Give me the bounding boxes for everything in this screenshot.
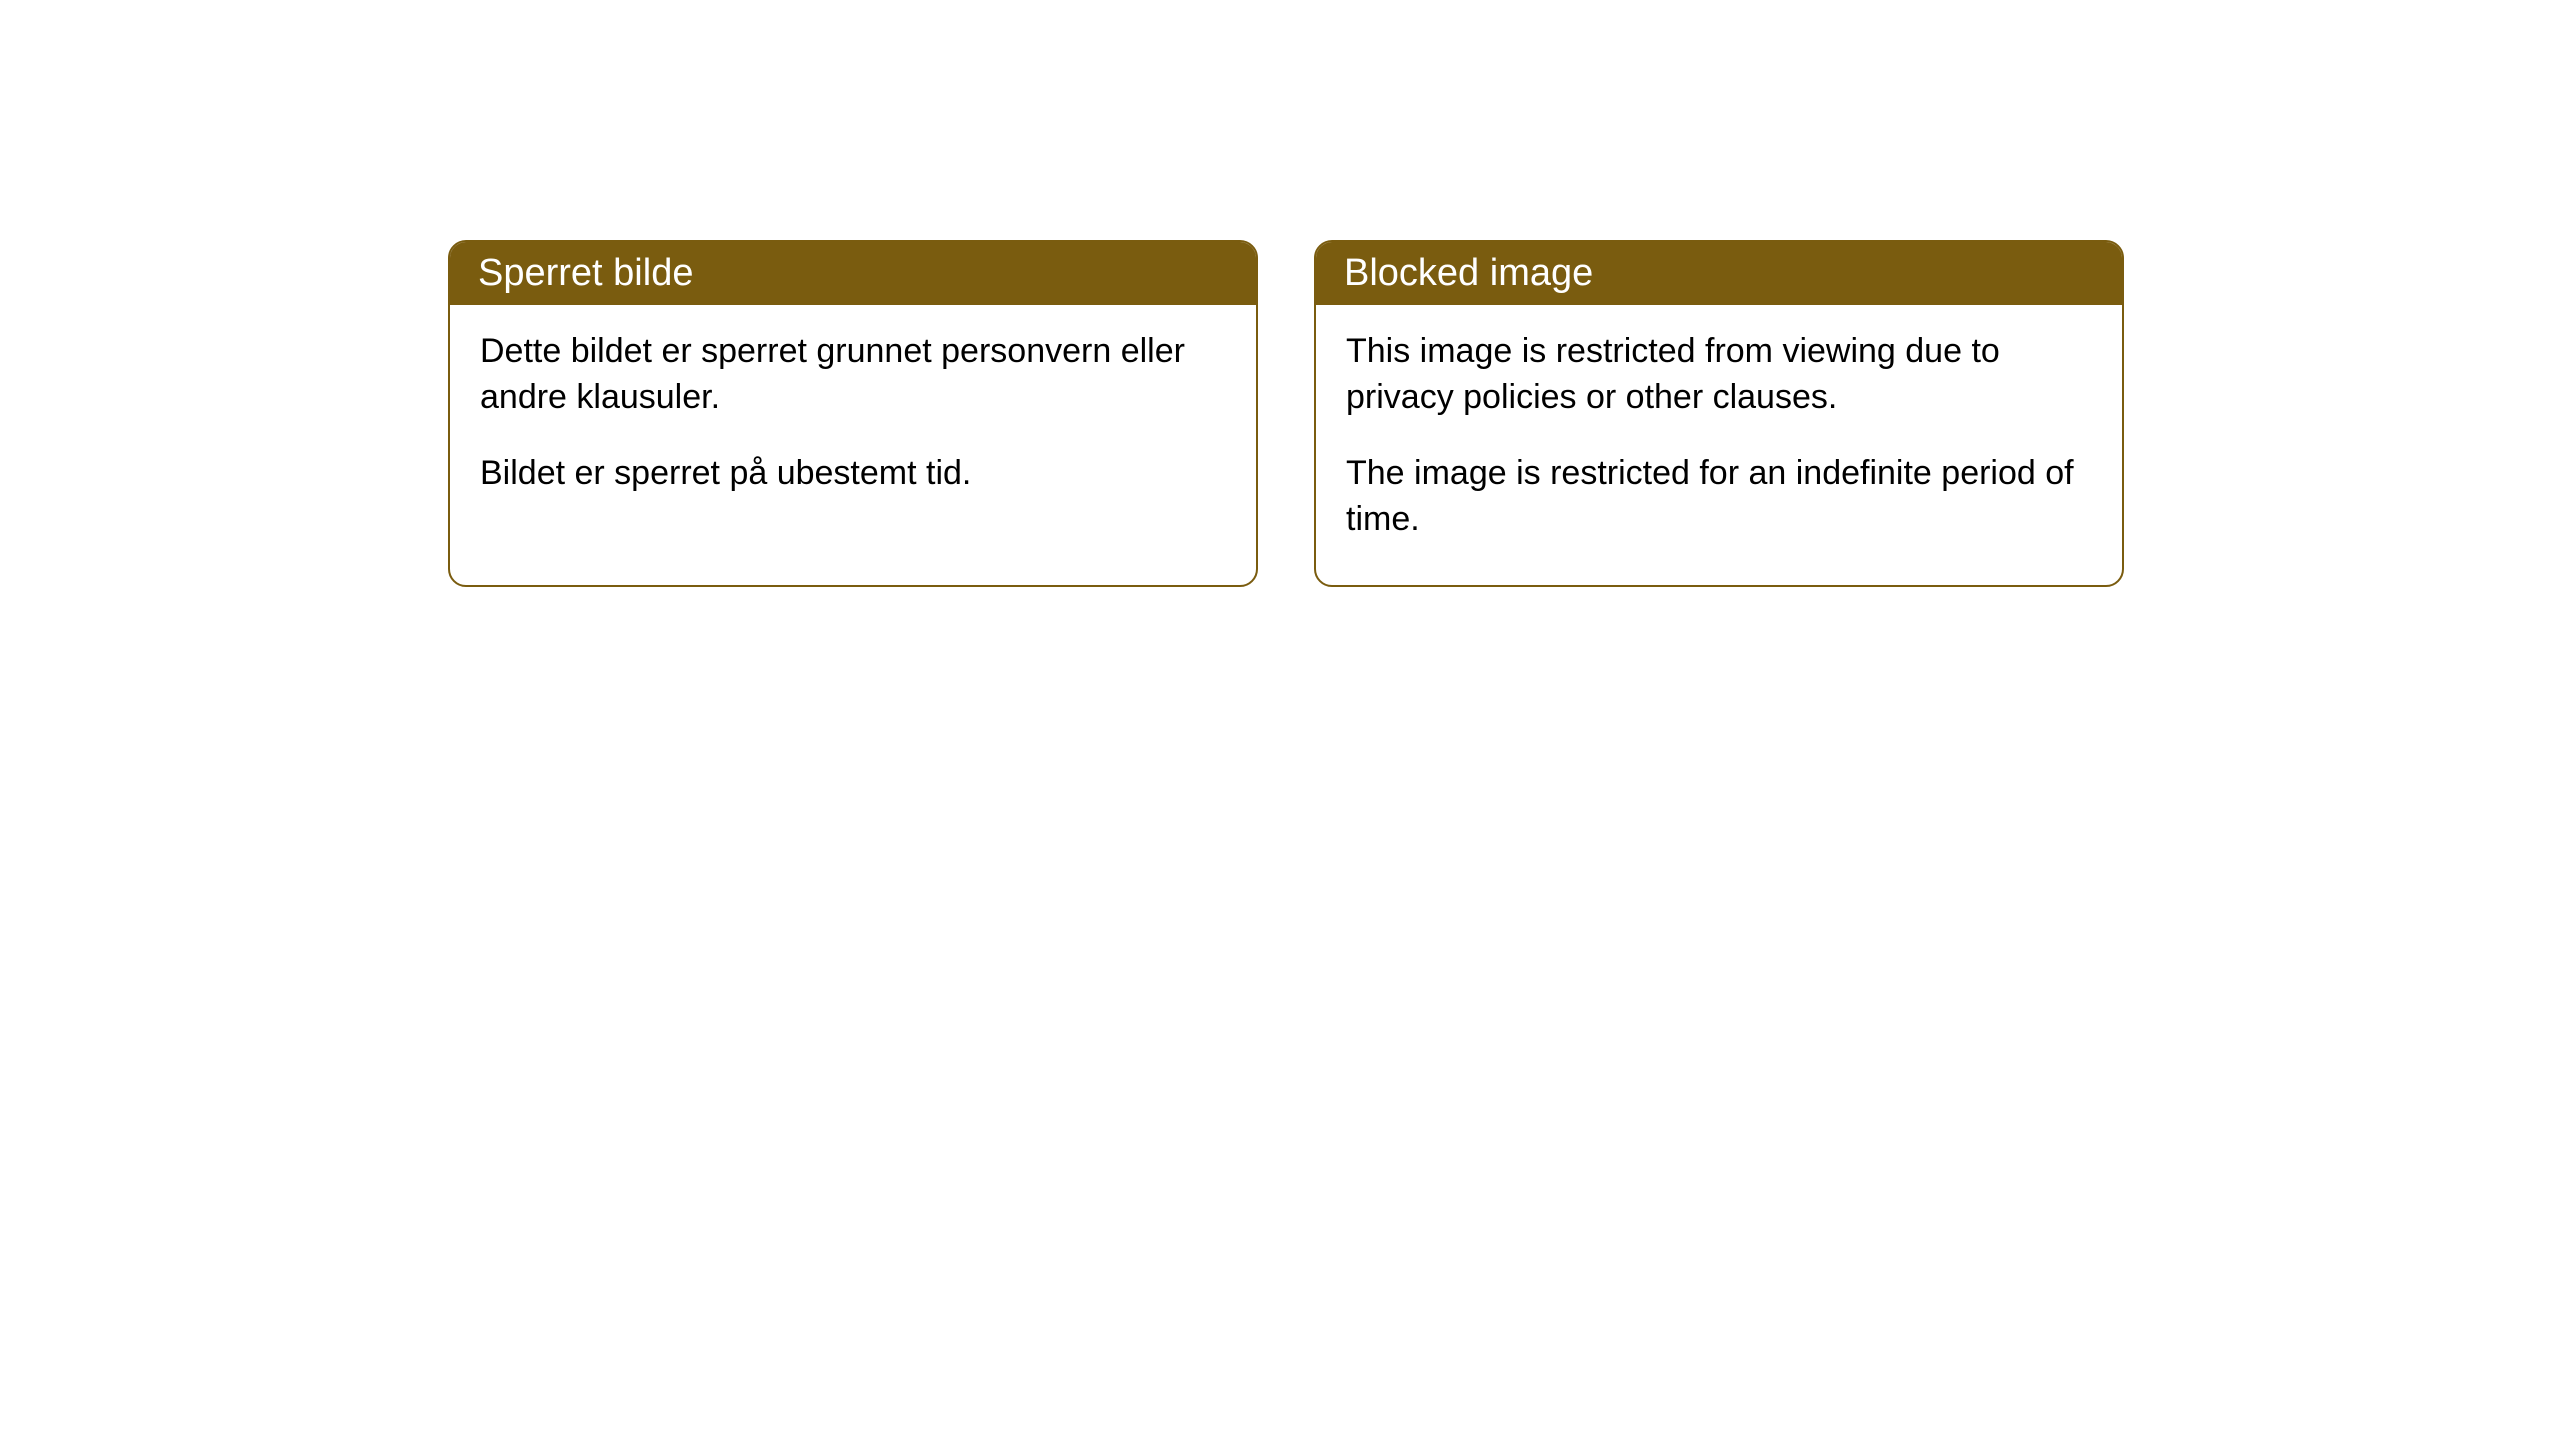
notice-card-norwegian: Sperret bilde Dette bildet er sperret gr…	[448, 240, 1258, 587]
card-paragraph: Bildet er sperret på ubestemt tid.	[480, 451, 1226, 497]
card-paragraph: The image is restricted for an indefinit…	[1346, 451, 2092, 543]
card-title: Sperret bilde	[478, 252, 693, 294]
card-header-english: Blocked image	[1316, 242, 2122, 305]
notice-cards-container: Sperret bilde Dette bildet er sperret gr…	[448, 240, 2124, 587]
card-body-norwegian: Dette bildet er sperret grunnet personve…	[450, 305, 1256, 539]
notice-card-english: Blocked image This image is restricted f…	[1314, 240, 2124, 587]
card-body-english: This image is restricted from viewing du…	[1316, 305, 2122, 585]
card-paragraph: Dette bildet er sperret grunnet personve…	[480, 329, 1226, 421]
card-header-norwegian: Sperret bilde	[450, 242, 1256, 305]
card-paragraph: This image is restricted from viewing du…	[1346, 329, 2092, 421]
card-title: Blocked image	[1344, 252, 1593, 294]
